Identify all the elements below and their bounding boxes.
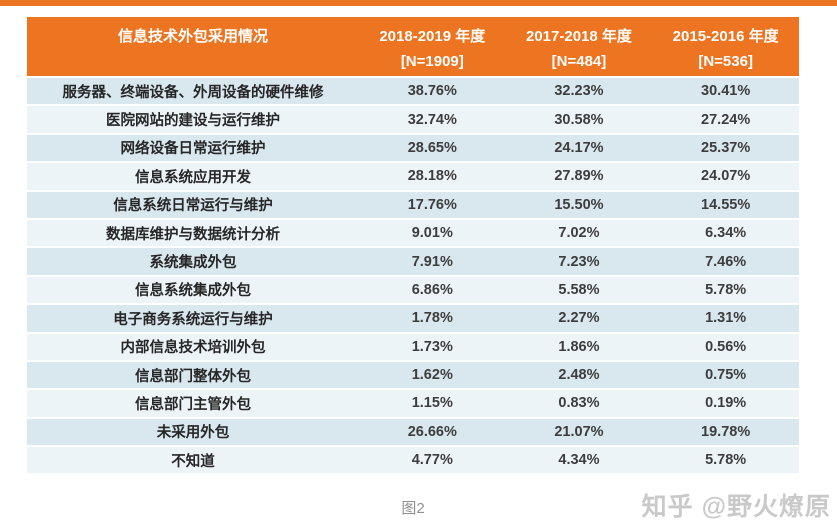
cell-value: 1.31%: [705, 310, 747, 327]
cell-value: 4.77%: [411, 452, 453, 469]
cell-value: 2.27%: [558, 310, 600, 327]
figure-caption: 图2: [401, 500, 425, 517]
cell-value: 5.78%: [705, 452, 747, 469]
cell-value: 27.89%: [554, 168, 604, 185]
table-row: 信息系统应用开发 28.18% 27.89% 24.07%: [27, 163, 799, 192]
row-label: 信息部门主管外包: [134, 396, 251, 413]
cell-value: 5.58%: [558, 281, 600, 298]
cell-value: 25.37%: [701, 139, 751, 156]
cell-value: 19.78%: [701, 423, 751, 440]
row-label: 医院网站的建设与运行维护: [105, 113, 280, 130]
cell-value: 7.46%: [705, 253, 747, 270]
table-row: 服务器、终端设备、外周设备的硬件维修 38.76% 32.23% 30.41%: [27, 78, 799, 107]
cell-value: 0.56%: [705, 338, 747, 355]
header-sample-size: [N=1909]: [400, 53, 464, 70]
cell-value: 1.62%: [411, 367, 453, 384]
header-cell-2015-2016: 2015-2016 年度 [N=536]: [652, 17, 799, 76]
table-row: 数据库维护与数据统计分析 9.01% 7.02% 6.34%: [27, 219, 799, 249]
cell-value: 38.76%: [407, 83, 457, 100]
cell-value: 24.07%: [701, 168, 751, 185]
cell-value: 30.41%: [701, 83, 751, 100]
header-year-label: 2017-2018 年度: [526, 28, 632, 45]
table-row: 电子商务系统运行与维护 1.78% 2.27% 1.31%: [27, 305, 799, 334]
header-category-label: 信息技术外包采用情况: [117, 28, 268, 45]
row-label: 系统集成外包: [149, 255, 237, 272]
cell-value: 28.18%: [407, 168, 457, 185]
table-row: 信息系统日常运行与维护 17.76% 15.50% 14.55%: [27, 191, 799, 220]
row-label: 数据库维护与数据统计分析: [105, 226, 280, 243]
cell-value: 21.07%: [554, 423, 604, 440]
row-label: 内部信息技术培训外包: [120, 340, 266, 357]
cell-value: 32.23%: [554, 83, 604, 100]
cell-value: 30.58%: [554, 111, 604, 128]
cell-value: 7.02%: [558, 225, 600, 242]
row-label: 信息系统日常运行与维护: [113, 198, 273, 215]
watermark-zhihu: 知乎 @野火燎原: [641, 493, 831, 521]
table-row: 不知道 4.77% 4.34% 5.78%: [27, 447, 799, 476]
cell-value: 27.24%: [701, 111, 751, 128]
header-sample-size: [N=536]: [698, 53, 753, 70]
cell-value: 17.76%: [407, 196, 457, 213]
row-label: 信息系统应用开发: [134, 169, 251, 186]
table-row: 未采用外包 26.66% 21.07% 19.78%: [27, 418, 799, 448]
table-row: 信息部门整体外包 1.62% 2.48% 0.75%: [27, 361, 799, 391]
cell-value: 1.73%: [411, 338, 453, 355]
header-cell-2018-2019: 2018-2019 年度 [N=1909]: [359, 17, 506, 76]
row-label: 不知道: [171, 453, 215, 470]
cell-value: 6.34%: [705, 225, 747, 242]
cell-value: 28.65%: [407, 139, 457, 156]
cell-value: 0.75%: [705, 367, 747, 384]
cell-value: 7.23%: [558, 253, 600, 270]
header-cell-2017-2018: 2017-2018 年度 [N=484]: [506, 17, 653, 76]
cell-value: 7.91%: [411, 253, 453, 270]
cell-value: 1.15%: [411, 395, 453, 412]
header-sample-size: [N=484]: [551, 53, 607, 70]
table-row: 网络设备日常运行维护 28.65% 24.17% 25.37%: [27, 134, 799, 164]
table-row: 医院网站的建设与运行维护 32.74% 30.58% 27.24%: [27, 106, 799, 135]
cell-value: 1.86%: [558, 338, 600, 355]
table-row: 系统集成外包 7.91% 7.23% 7.46%: [27, 248, 799, 277]
cell-value: 14.55%: [701, 196, 751, 213]
cell-value: 6.86%: [411, 281, 453, 298]
cell-value: 5.78%: [705, 281, 747, 298]
cell-value: 26.66%: [407, 423, 457, 440]
row-label: 服务器、终端设备、外周设备的硬件维修: [62, 84, 324, 101]
table-row: 内部信息技术培训外包 1.73% 1.86% 0.56%: [27, 333, 799, 362]
table-row: 信息系统集成外包 6.86% 5.58% 5.78%: [27, 276, 799, 306]
cell-value: 0.19%: [705, 395, 747, 412]
row-label: 未采用外包: [156, 425, 230, 442]
row-label: 电子商务系统运行与维护: [113, 311, 273, 328]
header-year-label: 2018-2019 年度: [379, 28, 486, 45]
table-header: 信息技术外包采用情况 2018-2019 年度 [N=1909] 2017-20…: [27, 17, 799, 78]
top-accent-bar: [0, 0, 837, 6]
cell-value: 24.17%: [554, 139, 604, 156]
cell-value: 4.34%: [558, 452, 600, 469]
cell-value: 9.01%: [411, 225, 453, 242]
cell-value: 15.50%: [554, 196, 604, 213]
cell-value: 2.48%: [558, 367, 600, 384]
header-year-label: 2015-2016 年度: [672, 28, 779, 45]
cell-value: 0.83%: [558, 395, 600, 412]
row-label: 网络设备日常运行维护: [120, 141, 266, 158]
cell-value: 1.78%: [411, 310, 453, 327]
header-cell-category: 信息技术外包采用情况: [27, 17, 359, 76]
cell-value: 32.74%: [407, 111, 457, 128]
table-row: 信息部门主管外包 1.15% 0.83% 0.19%: [27, 390, 799, 419]
figure-table: 信息技术外包采用情况 2018-2019 年度 [N=1909] 2017-20…: [27, 17, 799, 476]
row-label: 信息系统集成外包: [134, 283, 251, 300]
row-label: 信息部门整体外包: [134, 368, 251, 385]
